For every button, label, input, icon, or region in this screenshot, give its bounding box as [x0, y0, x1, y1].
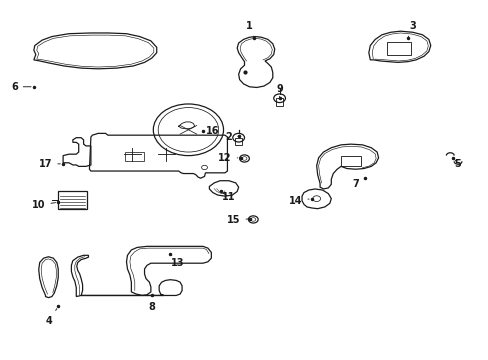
Text: 4: 4 — [46, 309, 57, 325]
Text: 13: 13 — [170, 253, 183, 268]
Text: 17: 17 — [39, 159, 60, 169]
Bar — [386, 41, 410, 55]
Text: 8: 8 — [148, 296, 155, 312]
Text: 5: 5 — [454, 159, 461, 169]
Bar — [58, 192, 86, 210]
Text: 9: 9 — [276, 84, 283, 98]
Text: 2: 2 — [225, 132, 238, 142]
Text: 3: 3 — [407, 21, 415, 39]
Bar — [340, 156, 360, 166]
Text: 12: 12 — [218, 153, 237, 163]
Bar — [125, 152, 143, 161]
Text: 7: 7 — [351, 178, 365, 189]
Text: 6: 6 — [11, 82, 31, 92]
Text: 15: 15 — [226, 215, 247, 225]
Bar — [235, 138, 242, 145]
Text: 16: 16 — [203, 126, 219, 135]
Text: 11: 11 — [222, 192, 235, 202]
Text: 1: 1 — [245, 21, 254, 39]
Text: 10: 10 — [32, 200, 55, 210]
Bar — [276, 98, 283, 106]
Text: 14: 14 — [288, 196, 308, 206]
